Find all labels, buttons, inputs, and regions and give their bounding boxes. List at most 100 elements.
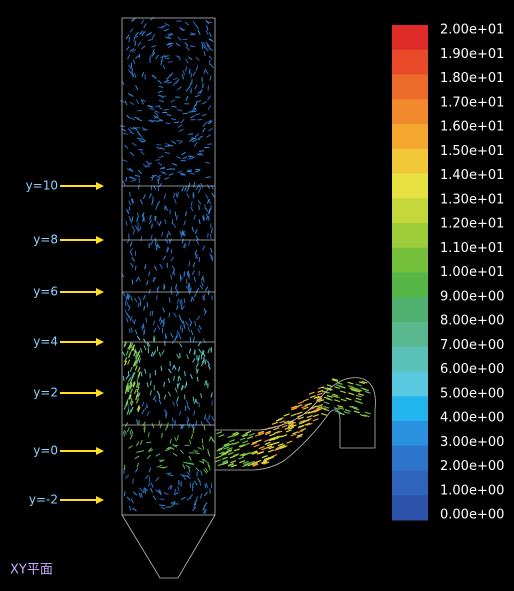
vector [355,383,362,387]
vector [141,409,145,415]
vector [247,435,254,440]
vector [177,109,183,112]
vector [178,410,182,416]
vector [273,427,280,431]
vector [128,394,131,400]
colorbar-label: 5.00e+00 [440,386,504,401]
vector [184,66,188,72]
vector [203,68,206,74]
vector [159,423,163,429]
vector [198,402,200,408]
vector [287,424,294,428]
vector [170,484,173,490]
vector [202,245,206,251]
vector [178,26,183,31]
vector [297,416,304,420]
vector [255,439,262,443]
vector [153,397,157,403]
vector [179,276,184,282]
vector [146,342,150,348]
vector [205,42,210,47]
vector [129,382,133,388]
vector [208,119,212,125]
vector [227,434,234,439]
vector [191,270,195,276]
vector [232,453,239,458]
vector [196,376,199,382]
vector [192,71,197,77]
vector [155,476,160,482]
vector [133,361,137,367]
vector [121,351,126,357]
vector [176,435,179,441]
vector [363,414,370,418]
vector [222,451,229,456]
vector [355,394,362,398]
vector [151,52,156,57]
vector [138,177,141,183]
vector [170,99,176,103]
vector [130,198,134,204]
vector [202,216,205,222]
vector [175,283,178,289]
vector [190,433,194,440]
vector [182,230,185,236]
vector [171,339,175,345]
vector [135,85,139,91]
vector [130,179,137,182]
vector [186,354,189,360]
vector [173,312,177,318]
vector [256,451,263,455]
vector [195,113,201,116]
vector [177,170,183,174]
vector [181,230,184,236]
vector [141,137,147,142]
vector [302,406,309,410]
vector [147,481,151,487]
vector [202,277,205,283]
vector [297,429,304,434]
vector [149,108,155,110]
vector [148,288,151,295]
vector [199,460,205,464]
vector [313,395,320,399]
vector [166,232,169,238]
vector [171,140,177,145]
vector [190,374,193,380]
vector [261,455,268,459]
vector [302,419,309,423]
vector [167,230,172,236]
vector [244,462,251,466]
vector [296,433,303,437]
vector [126,114,131,119]
vector [238,456,245,460]
vector [232,431,239,435]
vector [136,212,140,218]
vector [127,68,132,74]
vector [180,474,186,477]
vector [156,295,158,301]
vector [298,421,305,425]
vector [164,79,170,83]
vector [129,131,135,135]
vector [197,90,202,95]
vector [134,356,138,363]
vector [138,492,142,498]
vector [143,488,145,494]
vector [131,216,134,222]
vector [316,398,323,402]
vector [168,33,174,37]
vector [133,388,138,395]
vector [242,460,249,465]
vector [182,156,188,160]
vector [158,351,162,357]
vector [146,441,152,444]
vector [129,167,134,173]
vector [245,430,252,434]
vector [287,421,294,425]
vector [177,86,182,91]
vector [157,79,162,84]
vector [161,172,168,175]
vector [227,462,234,467]
vector [207,461,210,467]
